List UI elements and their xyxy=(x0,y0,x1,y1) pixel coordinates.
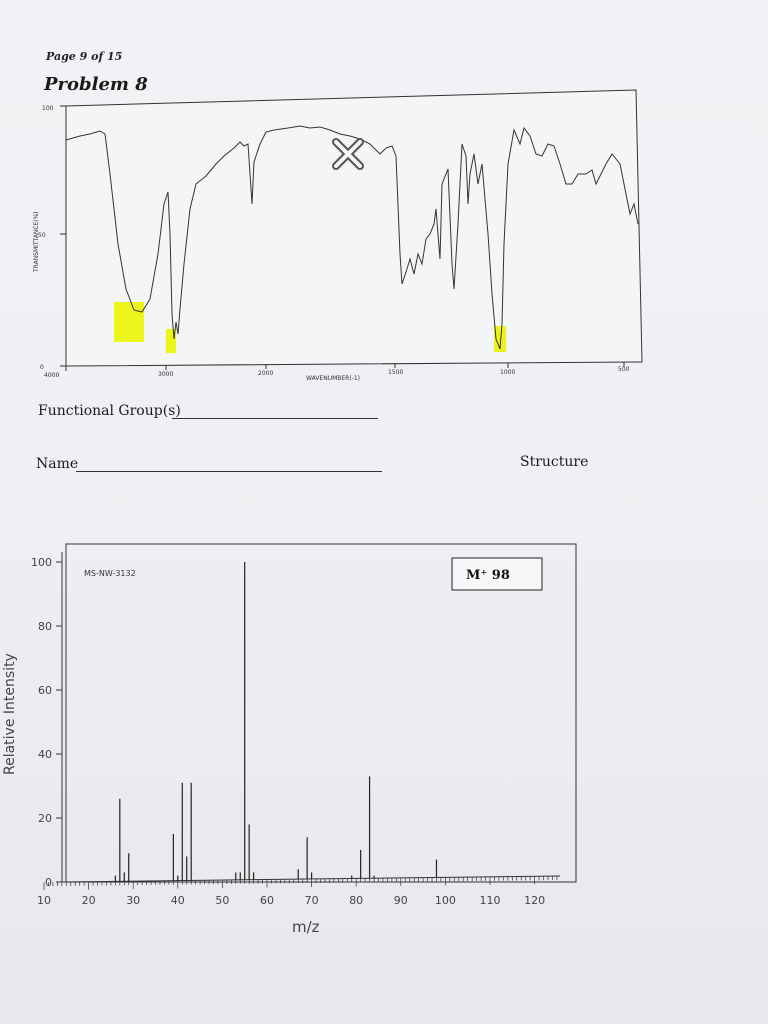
ms-x-tick-label: 40 xyxy=(171,894,185,907)
ms-x-tick-label: 10 xyxy=(37,894,51,907)
ir-y-tick-0: 0 xyxy=(40,364,44,371)
ir-highlight-oh xyxy=(114,302,144,342)
name-label: Name xyxy=(36,456,79,472)
ir-x-axis-label: WAVENUMBER(-1) xyxy=(306,375,360,382)
molecular-ion-box xyxy=(451,557,543,591)
functional-groups-answer-line[interactable] xyxy=(172,418,378,419)
mass-spectrum: MS-NW-3132 M⁺ 98 Relative Intensity m/z … xyxy=(0,530,600,950)
ir-x-tick-2000: 2000 xyxy=(258,370,273,377)
problem-title: Problem 8 xyxy=(44,74,148,95)
ir-y-axis-label: TRANSMITTANCE(%) xyxy=(33,211,40,273)
ir-x-tick-1500: 1500 xyxy=(388,369,403,376)
ms-y-tick-label: 100 xyxy=(31,556,52,569)
ms-x-tick-label: 50 xyxy=(215,894,229,907)
ms-x-axis xyxy=(61,875,561,883)
ms-x-tick-label: 80 xyxy=(349,894,363,907)
cross-mark-icon xyxy=(332,138,364,170)
ir-y-tick-100: 100 xyxy=(42,105,54,112)
ms-y-tick-label: 20 xyxy=(38,812,52,825)
functional-groups-label: Functional Group(s) xyxy=(38,403,181,419)
ir-highlight-ch xyxy=(166,329,176,353)
name-answer-line[interactable] xyxy=(76,471,382,472)
ir-spectrum-trace xyxy=(65,125,639,350)
ir-x-tick-4000: 4000 xyxy=(44,372,59,379)
ir-highlight-co xyxy=(494,326,506,352)
ms-plot-frame xyxy=(65,543,577,883)
molecular-ion-label: M⁺ 98 xyxy=(466,568,510,583)
ir-x-tick-3000: 3000 xyxy=(158,371,173,378)
ms-y-tick-label: 80 xyxy=(38,620,52,633)
structure-label: Structure xyxy=(520,454,589,470)
ms-x-tick-label: 120 xyxy=(524,894,545,907)
ms-x-tick-label: 110 xyxy=(480,894,501,907)
ms-x-tick-label: 30 xyxy=(126,894,140,907)
ir-x-tick-1000: 1000 xyxy=(500,369,515,376)
ms-x-tick-label: 20 xyxy=(82,894,96,907)
ir-x-tick-500: 500 xyxy=(618,366,630,373)
ms-y-tick-label: 60 xyxy=(38,684,52,697)
ir-plot-frame xyxy=(65,89,643,367)
ir-spectrum: 100 50 0 TRANSMITTANCE(%) 4000 3000 2000… xyxy=(30,84,670,394)
ms-x-tick-label: 70 xyxy=(305,894,319,907)
ms-x-tick-label: 100 xyxy=(435,894,456,907)
ms-x-tick-label: 90 xyxy=(394,894,408,907)
ir-y-tick-50: 50 xyxy=(38,232,46,239)
ms-code: MS-NW-3132 xyxy=(84,569,136,578)
ms-y-axis-label: Relative Intensity xyxy=(2,653,18,775)
ms-x-tick-label: 60 xyxy=(260,894,274,907)
ms-y-tick-label: 40 xyxy=(38,748,52,761)
page-number: Page 9 of 15 xyxy=(46,50,123,63)
ms-x-axis-label: m/z xyxy=(292,918,320,936)
